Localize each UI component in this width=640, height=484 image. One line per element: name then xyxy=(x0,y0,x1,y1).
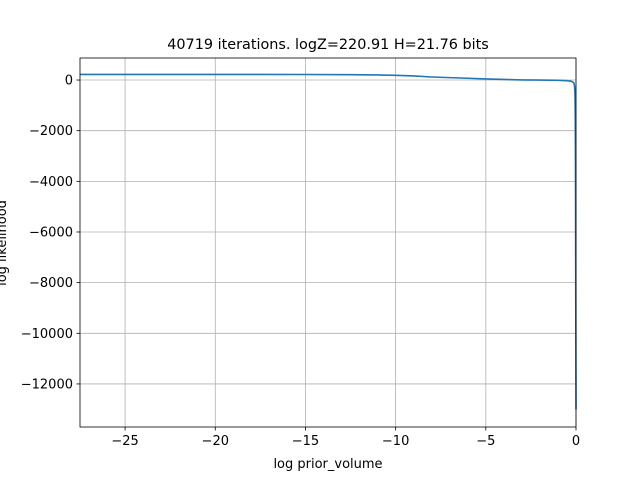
series-line xyxy=(80,73,577,410)
x-axis-label: log prior_volume xyxy=(273,457,382,472)
x-tick-label: −20 xyxy=(202,434,229,449)
y-tick-label: −6000 xyxy=(29,225,73,240)
y-tick-label: −8000 xyxy=(29,276,73,291)
x-tick-label: −10 xyxy=(382,434,409,449)
y-tick-label: −12000 xyxy=(21,377,73,392)
y-axis: 0 −2000 −4000 −6000 −8000 −10000 −12000 xyxy=(21,74,80,392)
x-tick-label: 0 xyxy=(572,434,580,449)
x-axis: −25 −20 −15 −10 −5 0 xyxy=(111,427,580,449)
plot-frame xyxy=(79,57,577,428)
y-axis-label: log likelihood xyxy=(0,200,10,286)
x-tick-label: −25 xyxy=(111,434,138,449)
x-tick-label: −15 xyxy=(292,434,319,449)
chart-title: 40719 iterations. logZ=220.91 H=21.76 bi… xyxy=(167,37,489,53)
y-tick-label: 0 xyxy=(65,74,73,89)
y-tick-label: −4000 xyxy=(29,175,73,190)
y-tick-label: −10000 xyxy=(21,327,73,342)
y-tick-label: −2000 xyxy=(29,124,73,139)
series-layer xyxy=(80,73,577,410)
x-tick-label: −5 xyxy=(476,434,495,449)
